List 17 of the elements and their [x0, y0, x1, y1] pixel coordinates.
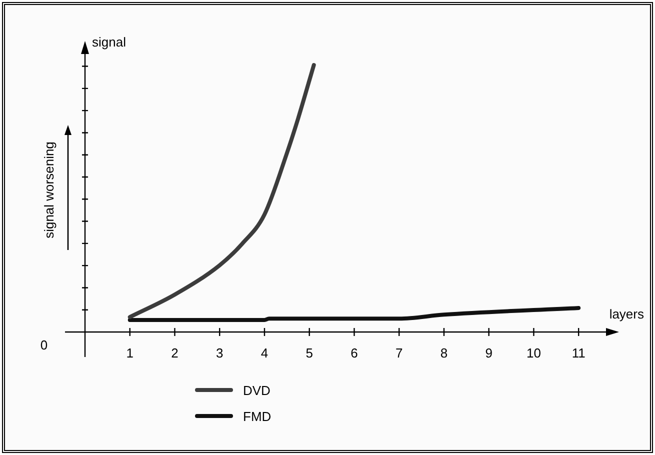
y-axis-title: signal worsening [42, 142, 57, 238]
x-tick-label: 3 [216, 346, 224, 361]
text: signal [92, 34, 126, 50]
x-tick-label: 8 [440, 346, 448, 361]
x-tick-label: 1 [126, 346, 134, 361]
legend-label: FMD [243, 408, 272, 424]
x-tick-label: 6 [350, 346, 358, 361]
text: 0 [40, 338, 48, 353]
x-axis-title: layers [609, 306, 644, 322]
x-tick-label: 2 [171, 346, 178, 361]
x-tick-label: 7 [395, 346, 403, 361]
legend-label: DVD [243, 382, 270, 398]
x-tick-label: 5 [306, 346, 313, 361]
x-tick-label: 10 [526, 346, 541, 361]
x-tick-label: 9 [485, 346, 492, 361]
x-tick-label: 4 [260, 346, 268, 361]
x-tick-label: 11 [572, 346, 586, 361]
